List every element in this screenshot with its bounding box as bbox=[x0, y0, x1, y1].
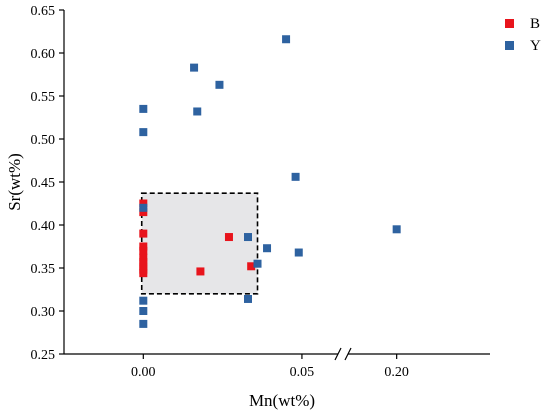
y-tick-label: 0.65 bbox=[31, 4, 56, 19]
point-y bbox=[282, 35, 291, 44]
legend-marker-b bbox=[505, 19, 514, 28]
point-y bbox=[139, 296, 148, 305]
point-y bbox=[215, 80, 224, 89]
point-b bbox=[139, 208, 148, 217]
point-b bbox=[224, 233, 233, 242]
x-tick-label: 0.20 bbox=[384, 365, 409, 380]
point-y bbox=[291, 172, 300, 181]
axis-break-stroke bbox=[334, 347, 342, 361]
point-b bbox=[139, 246, 148, 255]
y-tick-label: 0.55 bbox=[31, 90, 56, 105]
point-y bbox=[253, 259, 262, 268]
legend-marker-y bbox=[505, 41, 514, 50]
x-axis-break-mark bbox=[334, 347, 352, 361]
y-tick-label: 0.30 bbox=[31, 305, 56, 320]
point-b bbox=[139, 257, 148, 266]
y-tick-label: 0.35 bbox=[31, 262, 56, 277]
point-y bbox=[139, 128, 148, 137]
point-b bbox=[139, 199, 148, 208]
y-ticks: 0.25 0.30 0.35 0.40 0.45 0.50 0.55 0.60 0.65 bbox=[31, 4, 64, 363]
point-y bbox=[190, 63, 199, 72]
point-y bbox=[392, 225, 401, 234]
axis-break-stroke bbox=[344, 347, 352, 361]
point-y bbox=[139, 307, 148, 315]
legend: BY bbox=[505, 16, 541, 54]
highlight-region bbox=[140, 192, 259, 295]
points-layer bbox=[139, 35, 401, 328]
y-tick-label: 0.50 bbox=[31, 133, 56, 148]
point-y bbox=[139, 104, 148, 113]
point-y bbox=[244, 233, 252, 242]
point-b bbox=[139, 253, 148, 262]
x-axis-title: Mn(wt%) bbox=[249, 391, 315, 410]
x-tick-label: 0.00 bbox=[131, 365, 156, 380]
point-y bbox=[244, 294, 252, 303]
point-y bbox=[193, 107, 202, 116]
y-tick-label: 0.60 bbox=[31, 47, 56, 62]
point-y bbox=[139, 203, 148, 212]
point-b bbox=[196, 267, 205, 276]
x-ticks: 0.00 0.05 0.20 bbox=[131, 354, 409, 380]
point-b bbox=[139, 269, 148, 278]
point-y bbox=[263, 244, 272, 253]
axes: 0.25 0.30 0.35 0.40 0.45 0.50 0.55 0.60 0.65 0.0… bbox=[5, 4, 490, 410]
point-b bbox=[247, 262, 256, 271]
legend-label-b: B bbox=[530, 16, 540, 32]
point-y bbox=[139, 319, 148, 328]
y-tick-label: 0.25 bbox=[31, 348, 56, 363]
point-b bbox=[139, 229, 148, 238]
y-axis-title: Sr(wt%) bbox=[5, 153, 24, 211]
y-tick-label: 0.45 bbox=[31, 176, 56, 191]
point-y bbox=[294, 248, 303, 257]
point-b bbox=[139, 242, 148, 251]
y-tick-label: 0.40 bbox=[31, 219, 56, 234]
plot-area bbox=[139, 35, 401, 328]
legend-label-y: Y bbox=[530, 38, 541, 54]
x-tick-label: 0.05 bbox=[290, 365, 315, 380]
